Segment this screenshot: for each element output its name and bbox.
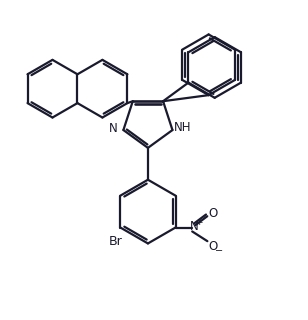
Text: +: + [195, 218, 203, 227]
Text: Br: Br [109, 235, 123, 248]
Text: −: − [215, 246, 223, 256]
Text: NH: NH [174, 121, 192, 134]
Text: N: N [190, 220, 198, 233]
Text: O: O [209, 207, 218, 220]
Text: N: N [109, 122, 118, 135]
Text: O: O [209, 240, 218, 252]
